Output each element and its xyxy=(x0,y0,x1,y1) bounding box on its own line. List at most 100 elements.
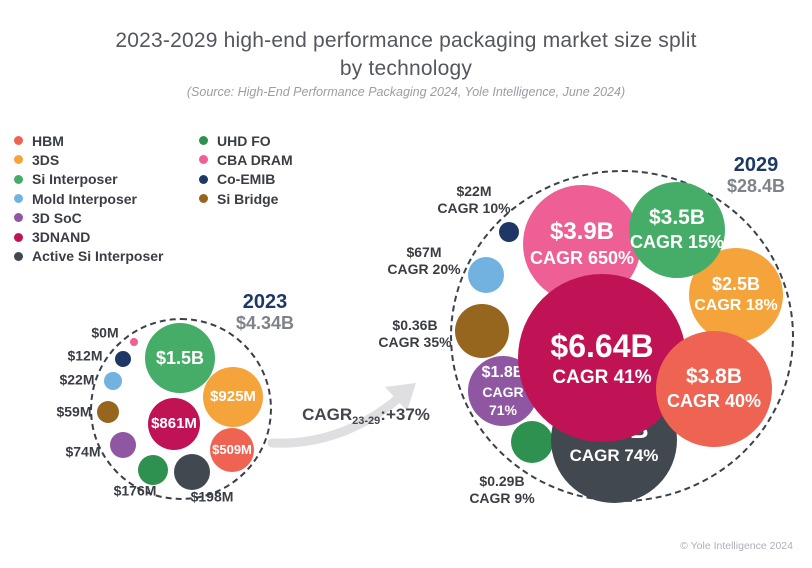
bubble-value: $6.64B xyxy=(550,327,654,364)
active-si-interposer-color-dot-icon xyxy=(14,251,23,261)
transition-cagr-label: CAGR23-29:+37% xyxy=(302,405,430,427)
bubble-hbm-2023: $509M xyxy=(210,428,254,472)
cba-dram-color-dot-icon xyxy=(199,155,208,165)
legend-label-3d-soc: 3D SoC xyxy=(32,209,82,226)
page-title-line1: 2023-2029 high-end performance packaging… xyxy=(115,29,697,52)
legend-label-cba-dram: CBA DRAM xyxy=(217,151,293,168)
bubble-value: $1.5B xyxy=(155,347,205,368)
legend-item-co-emib: Co-EMIB xyxy=(199,170,293,189)
label-3d-soc-2023: $74M xyxy=(65,444,100,461)
3ds-color-dot-icon xyxy=(14,155,23,165)
bubble-uhd-fo-2029 xyxy=(511,421,553,463)
3dnand-color-dot-icon xyxy=(14,232,23,242)
outside-label-cagr: CAGR 10% xyxy=(437,200,511,216)
legend-item-si-interposer: Si Interposer xyxy=(14,170,199,189)
3d-soc-color-dot-icon xyxy=(14,213,23,223)
bubble-cagr: CAGR 41% xyxy=(552,366,652,388)
outside-label-value: $0.36B xyxy=(392,317,438,333)
label-co-emib-2029: $22M CAGR 10% xyxy=(437,183,510,217)
outside-label-value: $67M xyxy=(406,244,442,260)
bubble-co-emib-2023 xyxy=(115,351,131,367)
mold-interposer-color-dot-icon xyxy=(14,194,23,204)
outside-label-value: $176M xyxy=(113,482,157,499)
bubble-value: $1.8B xyxy=(481,363,525,381)
bubble-cagr: CAGR 650% xyxy=(529,248,635,269)
outside-label-value: $59M xyxy=(56,403,92,420)
legend-label-si-interposer: Si Interposer xyxy=(32,171,118,188)
label-active-si-interposer-2023: $198M xyxy=(191,489,234,506)
bubble-active-si-interposer-2023 xyxy=(174,454,210,490)
cluster-year-2023: 2023 xyxy=(242,291,288,313)
bubble-cagr: CAGR 15% xyxy=(629,232,725,253)
bubble-cagr: CAGR 74% xyxy=(569,446,659,466)
legend-col-0: HBM 3DS Si Interposer Mold Interposer 3D SoC… xyxy=(14,131,199,266)
legend-label-si-bridge: Si Bridge xyxy=(217,190,279,207)
bubble-value: $861M xyxy=(151,414,197,432)
transition-cagr-prefix: CAGR xyxy=(302,404,353,424)
bubble-value: $925M xyxy=(210,387,256,405)
si-bridge-color-dot-icon xyxy=(199,194,208,204)
bubble-hbm-2029: $3.8B CAGR 40% xyxy=(656,331,772,447)
cluster-outline-2023 xyxy=(90,318,272,500)
bubble-si-bridge-2029 xyxy=(455,304,509,358)
legend-item-active-si-interposer: Active Si Interposer xyxy=(14,247,199,266)
legend-label-active-si-interposer: Active Si Interposer xyxy=(32,248,164,265)
outside-label-value: $198M xyxy=(190,488,234,505)
bubble-si-interposer-2023: $1.5B xyxy=(145,323,215,393)
label-mold-interposer-2029: $67M CAGR 20% xyxy=(387,244,460,278)
transition-cagr-value: :+37% xyxy=(380,404,430,424)
legend-item-3ds: 3DS xyxy=(14,150,199,169)
label-si-bridge-2029: $0.36B CAGR 35% xyxy=(378,317,451,351)
page-title-line2: by technology xyxy=(339,57,473,80)
bubble-mold-interposer-2023 xyxy=(104,372,122,390)
bubble-co-emib-2029 xyxy=(499,222,519,242)
bubble-cba-dram-2023 xyxy=(130,338,138,346)
bubble-cagr: CAGR 71% xyxy=(482,383,524,418)
si-interposer-color-dot-icon xyxy=(14,174,23,184)
cluster-total-2023: $4.34B xyxy=(235,313,295,333)
legend-item-mold-interposer: Mold Interposer xyxy=(14,189,199,208)
outside-label-value: $74M xyxy=(65,443,101,460)
label-uhd-fo-2029: $0.29B CAGR 9% xyxy=(469,473,534,507)
legend-label-co-emib: Co-EMIB xyxy=(217,171,276,188)
bubble-value: $509M xyxy=(212,441,252,457)
legend-label-3ds: 3DS xyxy=(32,151,60,168)
hbm-color-dot-icon xyxy=(14,136,23,146)
cluster-year-2029: 2029 xyxy=(733,154,779,176)
legend-item-hbm: HBM xyxy=(14,131,199,150)
legend-label-mold-interposer: Mold Interposer xyxy=(32,190,138,207)
bubble-value: $3.5B xyxy=(648,206,706,230)
legend-label-3dnand: 3DNAND xyxy=(32,229,91,246)
legend-item-uhd-fo: UHD FO xyxy=(199,131,293,150)
legend-label-hbm: HBM xyxy=(32,132,64,149)
label-mold-interposer-2023: $22M xyxy=(59,372,94,389)
legend: HBM 3DS Si Interposer Mold Interposer 3D SoC… xyxy=(14,131,293,266)
cluster-header-2029: 2029 $28.4B xyxy=(727,154,785,197)
page-title: 2023-2029 high-end performance packaging… xyxy=(0,27,812,83)
transition-cagr-subscript: 23-29 xyxy=(352,415,381,428)
label-si-bridge-2023: $59M xyxy=(56,404,91,421)
bubble-3d-soc-2023 xyxy=(110,432,136,458)
outside-label-cagr: CAGR 20% xyxy=(387,261,461,277)
growth-arrow xyxy=(267,383,416,448)
bubble-3ds-2023: $925M xyxy=(203,367,263,427)
bubble-mold-interposer-2029 xyxy=(468,257,504,293)
outside-label-cagr: CAGR 35% xyxy=(378,334,452,350)
bubble-value: $3.8B xyxy=(685,365,743,389)
outside-label-value: $12M xyxy=(67,347,103,364)
cluster-header-2023: 2023 $4.34B xyxy=(236,291,294,334)
legend-item-3dnand: 3DNAND xyxy=(14,227,199,246)
label-co-emib-2023: $12M xyxy=(67,348,102,365)
bubble-value: $2.5B xyxy=(711,274,761,295)
legend-col-1: UHD FO CBA DRAM Co-EMIB Si Bridge xyxy=(199,131,293,266)
label-uhd-fo-2023: $176M xyxy=(114,483,157,500)
copyright-note: © Yole Intelligence 2024 xyxy=(680,540,793,552)
legend-item-si-bridge: Si Bridge xyxy=(199,189,293,208)
bubble-cagr: CAGR 40% xyxy=(666,391,762,412)
source-note: (Source: High-End Performance Packaging … xyxy=(186,85,626,99)
outside-label-value: $22M xyxy=(456,183,492,199)
co-emib-color-dot-icon xyxy=(199,174,208,184)
bubble-3dnand-2029: $6.64B CAGR 41% xyxy=(518,274,686,442)
